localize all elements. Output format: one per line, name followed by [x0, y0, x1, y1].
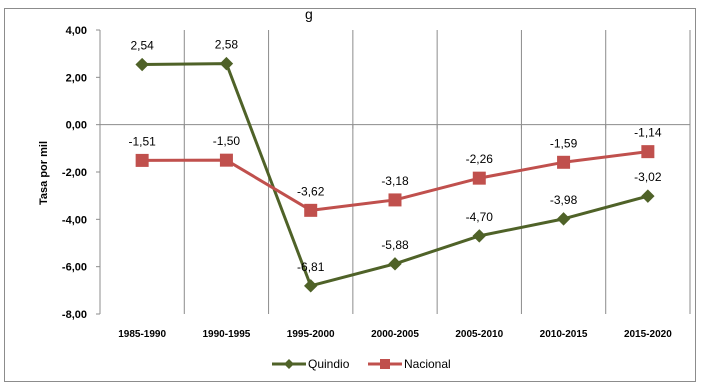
data-label-nacional: -3,18: [381, 174, 409, 188]
data-label-quindio: -3,98: [550, 193, 578, 207]
chart-frame: g: [4, 6, 696, 382]
legend: Quindio Nacional: [272, 357, 451, 371]
x-tick-label: 2010-2015: [540, 329, 588, 340]
legend-marker-quindio: [284, 359, 294, 369]
data-label-nacional: -1,51: [128, 134, 156, 148]
y-tick-label: 0,00: [66, 120, 87, 132]
axes: 4,00 2,00 0,00 -2,00 -4,00 -6,00 -8,00 1985-199…: [62, 25, 691, 340]
data-point-nacional: [472, 171, 486, 185]
data-point-quindio: [135, 57, 149, 72]
legend-label-quindio: Quindio: [308, 357, 350, 371]
y-axis-title: Tasa por mil: [38, 141, 50, 205]
data-label-nacional: -3,62: [297, 184, 325, 198]
y-tick-label: 4,00: [66, 25, 87, 37]
data-label-quindio: 2,58: [215, 38, 239, 52]
data-point-nacional: [135, 153, 149, 167]
data-label-quindio: -5,88: [381, 238, 409, 252]
data-point-quindio: [556, 212, 571, 226]
x-tick-label: 1995-2000: [287, 329, 335, 340]
data-point-quindio: [219, 56, 234, 71]
data-point-quindio: [641, 189, 655, 203]
data-point-quindio: [388, 257, 402, 271]
x-tick-label: 2005-2010: [455, 329, 503, 340]
x-tick-label: 2000-2005: [371, 329, 419, 340]
grid-lines: [183, 30, 691, 314]
x-tick-label: 1990-1995: [203, 329, 251, 340]
data-label-nacional: -1,50: [213, 134, 241, 148]
data-point-quindio: [304, 279, 318, 293]
data-label-nacional: -1,14: [634, 126, 662, 140]
data-point-nacional: [557, 155, 571, 169]
legend-marker-nacional: [380, 359, 390, 369]
cropped-title-fragment: g: [305, 6, 313, 22]
series-layer: [135, 56, 655, 293]
x-tick-label: 1985-1990: [118, 329, 166, 340]
y-tick-label: -2,00: [62, 167, 87, 179]
y-tick-label: -6,00: [62, 262, 87, 274]
data-label-quindio: 2,54: [130, 39, 154, 53]
data-point-nacional: [304, 203, 318, 217]
data-point-nacional: [388, 193, 402, 207]
data-point-nacional: [641, 145, 655, 159]
data-label-nacional: -1,59: [550, 136, 578, 150]
y-tick-label: 2,00: [66, 72, 87, 84]
data-point-quindio: [472, 229, 486, 243]
data-label-quindio: -3,02: [634, 170, 662, 184]
data-label-quindio: -4,70: [466, 210, 494, 224]
data-label-quindio: -6,81: [297, 260, 325, 274]
x-tick-label: 2015-2020: [624, 329, 672, 340]
y-tick-label: -8,00: [62, 309, 87, 321]
data-labels: 2,54 2,58 -6,81 -5,88 -4,70 -3,98 -3,02 -1,51 -1…: [128, 38, 661, 274]
legend-label-nacional: Nacional: [404, 357, 451, 371]
data-label-nacional: -2,26: [466, 152, 494, 166]
data-point-nacional: [219, 153, 233, 167]
y-tick-label: -4,00: [62, 214, 87, 226]
